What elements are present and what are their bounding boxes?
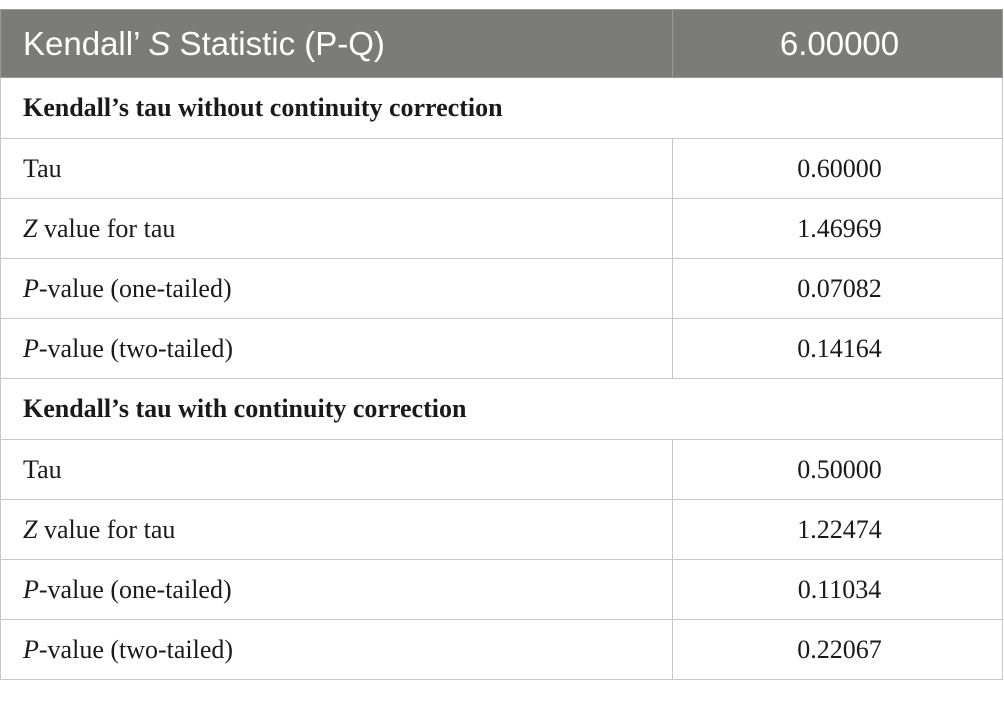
section-title: Kendall’s tau with continuity correction [0, 378, 1003, 440]
section-header-row: Kendall’s tau without continuity correct… [0, 77, 1003, 139]
header-label-suffix: Statistic (P-Q) [170, 24, 385, 62]
row-label-text: -value (two-tailed) [38, 634, 234, 664]
table-row: P-value (two-tailed) 0.22067 [0, 619, 1003, 680]
row-label-italic: Z [23, 514, 38, 544]
header-label-prefix: Kendall’ [23, 24, 149, 62]
row-value: 0.14164 [672, 318, 1003, 379]
row-label-italic: Z [23, 213, 38, 243]
row-value: 0.22067 [672, 619, 1003, 680]
row-label-italic: P [23, 634, 39, 664]
row-value: 0.60000 [672, 138, 1003, 199]
row-value: 0.07082 [672, 258, 1003, 319]
table-row: P-value (one-tailed) 0.11034 [0, 559, 1003, 620]
table-row: Tau 0.50000 [0, 439, 1003, 500]
row-label-italic: P [23, 273, 39, 303]
row-label-text: -value (two-tailed) [38, 333, 234, 363]
row-label: Tau [0, 439, 673, 500]
section-header-row: Kendall’s tau with continuity correction [0, 378, 1003, 440]
row-label-italic: P [23, 574, 39, 604]
row-value: 1.46969 [672, 198, 1003, 259]
kendall-statistics-table: Kendall’ S Statistic (P-Q) 6.00000 Kenda… [0, 9, 1003, 680]
section-title: Kendall’s tau without continuity correct… [0, 77, 1003, 139]
header-label-italic: S [148, 24, 171, 62]
row-value: 0.50000 [672, 439, 1003, 500]
row-label-text: Tau [23, 153, 62, 183]
row-label: Z value for tau [0, 499, 673, 560]
table-row: Z value for tau 1.22474 [0, 499, 1003, 560]
row-label: Z value for tau [0, 198, 673, 259]
header-value: 6.00000 [672, 9, 1003, 78]
row-label: P-value (one-tailed) [0, 559, 673, 620]
table-row: P-value (one-tailed) 0.07082 [0, 258, 1003, 319]
row-label-text: -value (one-tailed) [38, 273, 232, 303]
header-label: Kendall’ S Statistic (P-Q) [0, 9, 673, 78]
row-label: P-value (two-tailed) [0, 619, 673, 680]
row-label: Tau [0, 138, 673, 199]
row-label: P-value (two-tailed) [0, 318, 673, 379]
row-label-text: value for tau [37, 514, 176, 544]
row-value: 1.22474 [672, 499, 1003, 560]
table-row: Tau 0.60000 [0, 138, 1003, 199]
row-label: P-value (one-tailed) [0, 258, 673, 319]
row-label-text: Tau [23, 454, 62, 484]
table-row: Z value for tau 1.46969 [0, 198, 1003, 259]
row-label-italic: P [23, 333, 39, 363]
row-label-text: value for tau [37, 213, 176, 243]
table-row: P-value (two-tailed) 0.14164 [0, 318, 1003, 379]
row-label-text: -value (one-tailed) [38, 574, 232, 604]
table-header-row: Kendall’ S Statistic (P-Q) 6.00000 [0, 9, 1003, 78]
row-value: 0.11034 [672, 559, 1003, 620]
